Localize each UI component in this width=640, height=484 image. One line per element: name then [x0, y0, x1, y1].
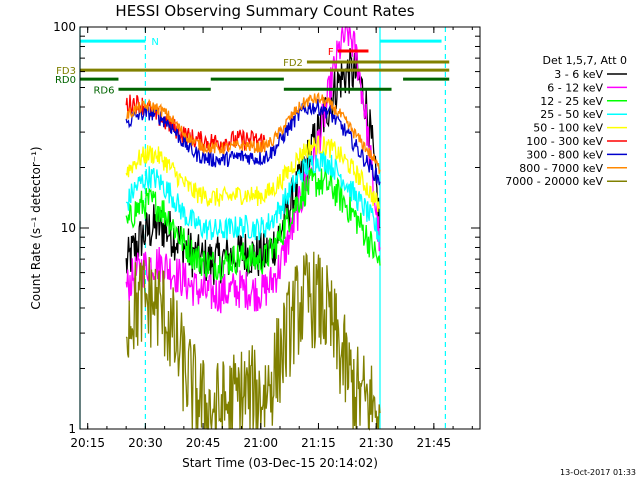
y-axis-label: Count Rate (s⁻¹ detector⁻¹) — [29, 146, 43, 309]
series-line — [125, 150, 381, 242]
series-line — [125, 92, 381, 174]
flag-label: RD6 — [93, 85, 114, 96]
x-tick-label: 21:00 — [243, 436, 278, 450]
legend-label: 12 - 25 keV — [540, 95, 603, 108]
series-line — [125, 94, 266, 153]
legend-title: Det 1,5,7, Att 0 — [543, 54, 627, 67]
night-lines — [79, 27, 446, 429]
x-axis-label: Start Time (03-Dec-15 20:14:02) — [182, 456, 378, 470]
x-tick-label: 21:15 — [301, 436, 336, 450]
y-axis: 1 10 100 — [53, 20, 480, 436]
y-tick-label: 1 — [68, 422, 76, 436]
series-layer — [125, 26, 381, 431]
series-line — [125, 167, 381, 281]
series-line — [125, 251, 381, 431]
legend-label: 50 - 100 keV — [533, 122, 603, 135]
legend-label: 6 - 12 keV — [547, 81, 603, 94]
legend-label: 300 - 800 keV — [526, 148, 603, 161]
x-tick-label: 20:15 — [70, 436, 105, 450]
flag-label: FD3 — [56, 66, 76, 77]
series-line — [125, 135, 381, 212]
chart-title: HESSI Observing Summary Count Rates — [115, 2, 414, 20]
x-tick-label: 21:30 — [359, 436, 394, 450]
legend-label: 3 - 6 keV — [554, 68, 603, 81]
x-tick-label: 20:45 — [186, 436, 221, 450]
flag-label: N — [151, 37, 158, 48]
flag-label: F — [328, 47, 334, 58]
legend-label: 25 - 50 keV — [540, 108, 603, 121]
legend-label: 100 - 300 keV — [526, 135, 603, 148]
y-tick-label: 100 — [53, 20, 76, 34]
x-tick-label: 21:45 — [417, 436, 452, 450]
flag-label: RD0 — [55, 75, 76, 86]
timestamp-stamp: 13-Oct-2017 01:33 — [560, 468, 636, 477]
x-tick-label: 20:30 — [128, 436, 163, 450]
flag-label: FD2 — [283, 58, 303, 69]
x-axis: 20:15 20:30 20:45 21:00 21:15 21:30 21:45 — [70, 27, 473, 450]
y-tick-label: 10 — [61, 221, 76, 235]
legend-label: 800 - 7000 keV — [519, 162, 603, 175]
legend-label: 7000 - 20000 keV — [505, 175, 603, 188]
